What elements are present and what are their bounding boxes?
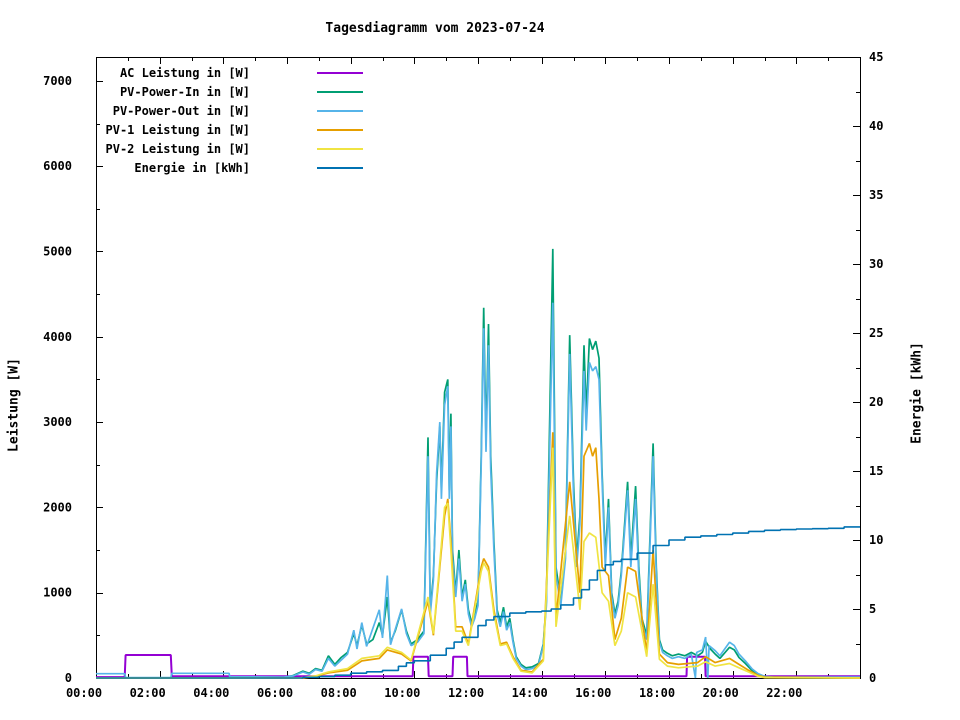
x-tick-label: 08:00	[321, 686, 357, 700]
left-tick-label: 0	[65, 671, 72, 685]
x-tick-label: 02:00	[130, 686, 166, 700]
legend-item-3: PV-1 Leistung in [W]	[80, 120, 363, 139]
legend-line-sample	[317, 128, 363, 131]
right-ticks	[853, 57, 860, 679]
legend-line-sample	[317, 147, 363, 150]
left-tick-label: 4000	[43, 330, 72, 344]
legend-label: PV-Power-In in [W]	[119, 84, 250, 99]
series-3-line	[96, 432, 861, 679]
series-0-line	[96, 654, 860, 679]
legend-line-sample	[317, 71, 363, 74]
x-tick-label: 20:00	[703, 686, 739, 700]
series-5-line	[96, 526, 860, 679]
right-tick-label: 30	[869, 257, 883, 271]
legend-line-sample	[317, 109, 363, 112]
x-tick-label: 14:00	[512, 686, 548, 700]
left-tick-label: 6000	[43, 159, 72, 173]
left-tick-label: 1000	[43, 586, 72, 600]
legend: AC Leistung in [W] PV-Power-In in [W] PV-P…	[80, 63, 363, 177]
x-tick-label: 16:00	[575, 686, 611, 700]
x-tick-label: 10:00	[384, 686, 420, 700]
right-tick-label: 10	[869, 533, 883, 547]
x-tick-label: 00:00	[66, 686, 102, 700]
left-tick-label: 2000	[43, 500, 72, 514]
right-tick-label: 35	[869, 188, 883, 202]
legend-item-2: PV-Power-Out in [W]	[80, 101, 363, 120]
legend-item-0: AC Leistung in [W]	[80, 63, 363, 82]
legend-line-sample	[317, 90, 363, 93]
left-ticks	[96, 81, 103, 679]
x-tick-label: 22:00	[766, 686, 802, 700]
right-tick-label: 40	[869, 119, 883, 133]
x-tick-label: 04:00	[193, 686, 229, 700]
tick-labels: 00:00 02:00 04:00 06:00 08:00 10:00 12:00 14:00…	[43, 50, 883, 700]
legend-label: Energie in [kWh]	[134, 160, 250, 175]
right-tick-label: 15	[869, 464, 883, 478]
x-tick-label: 06:00	[257, 686, 293, 700]
right-tick-label: 25	[869, 326, 883, 340]
left-tick-label: 5000	[43, 244, 72, 258]
legend-label: PV-2 Leistung in [W]	[105, 141, 251, 156]
series-2-line	[96, 302, 860, 679]
left-tick-label: 7000	[43, 74, 72, 88]
x-tick-label: 18:00	[639, 686, 675, 700]
legend-label: PV-1 Leistung in [W]	[105, 122, 251, 137]
right-tick-label: 45	[869, 50, 883, 64]
legend-label: AC Leistung in [W]	[119, 65, 250, 80]
right-tick-label: 20	[869, 395, 883, 409]
legend-item-5: Energie in [kWh]	[80, 158, 363, 177]
x-tick-label: 12:00	[448, 686, 484, 700]
right-tick-label: 5	[869, 602, 876, 616]
chart-title: Tagesdiagramm vom 2023-07-24	[325, 21, 545, 36]
legend-label: PV-Power-Out in [W]	[112, 103, 250, 118]
legend-item-1: PV-Power-In in [W]	[80, 82, 363, 101]
left-tick-label: 3000	[43, 415, 72, 429]
series-1-line	[96, 248, 860, 679]
series-4-line	[96, 447, 861, 679]
legend-line-sample	[317, 166, 363, 169]
right-tick-label: 0	[869, 671, 876, 685]
legend-item-4: PV-2 Leistung in [W]	[80, 139, 363, 158]
